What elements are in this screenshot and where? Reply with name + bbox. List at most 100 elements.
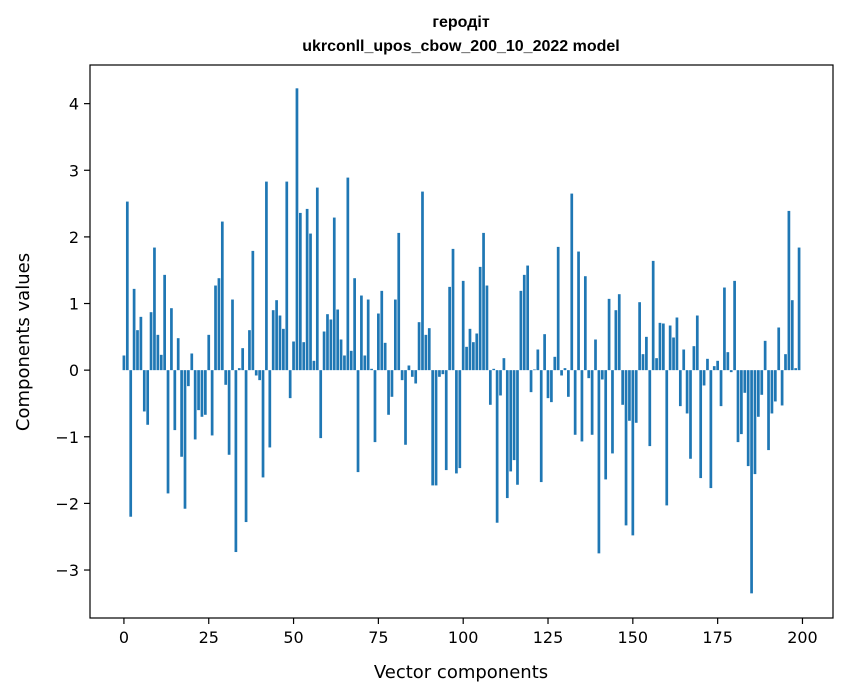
bar bbox=[132, 288, 136, 371]
bar bbox=[309, 233, 312, 371]
bar bbox=[607, 298, 611, 371]
bar bbox=[733, 280, 736, 371]
bar bbox=[509, 370, 513, 472]
bar bbox=[797, 247, 801, 371]
bar bbox=[706, 358, 709, 371]
bar bbox=[648, 370, 652, 447]
bar bbox=[153, 247, 156, 371]
bar bbox=[227, 370, 231, 455]
bar bbox=[322, 331, 326, 371]
bar bbox=[505, 370, 509, 499]
bar bbox=[455, 370, 458, 474]
bar bbox=[546, 370, 550, 399]
bar bbox=[550, 370, 553, 403]
bar bbox=[587, 370, 591, 379]
bar bbox=[777, 327, 781, 371]
x-tick-label: 25 bbox=[199, 628, 219, 647]
bar bbox=[404, 370, 407, 445]
bar bbox=[302, 342, 306, 371]
bar bbox=[197, 370, 200, 411]
x-tick-label: 150 bbox=[618, 628, 649, 647]
bar bbox=[377, 313, 380, 371]
bar bbox=[146, 370, 150, 425]
bar bbox=[709, 370, 713, 489]
bar bbox=[668, 325, 672, 371]
bar bbox=[275, 300, 278, 371]
bar bbox=[329, 319, 333, 371]
bar bbox=[417, 322, 421, 371]
bar bbox=[604, 370, 608, 480]
bar bbox=[360, 295, 363, 371]
chart-title: геродіт bbox=[432, 14, 490, 31]
bar bbox=[502, 358, 506, 371]
y-tick-label: −1 bbox=[55, 428, 79, 447]
bar bbox=[166, 370, 170, 494]
bar bbox=[343, 355, 346, 371]
bar bbox=[655, 358, 658, 371]
y-axis-label: Components values bbox=[13, 253, 34, 431]
x-tick-label: 175 bbox=[702, 628, 733, 647]
bar bbox=[465, 346, 468, 371]
bar bbox=[583, 276, 587, 371]
bar bbox=[258, 370, 261, 381]
bar bbox=[187, 370, 190, 387]
bar bbox=[468, 328, 472, 371]
bar bbox=[784, 354, 787, 371]
bar bbox=[183, 370, 187, 509]
bar bbox=[719, 370, 723, 407]
bar bbox=[353, 278, 356, 371]
bar bbox=[787, 210, 791, 371]
x-tick-label: 75 bbox=[368, 628, 388, 647]
bar bbox=[163, 274, 166, 371]
bar bbox=[556, 246, 560, 371]
bar bbox=[370, 368, 373, 371]
bar bbox=[740, 370, 743, 435]
bar bbox=[617, 294, 621, 371]
bar bbox=[485, 285, 489, 371]
bar bbox=[723, 287, 726, 371]
bar bbox=[543, 334, 546, 371]
bar bbox=[410, 370, 414, 377]
bar bbox=[136, 330, 139, 371]
bar bbox=[234, 370, 238, 553]
y-tick-label: −2 bbox=[55, 494, 79, 513]
bar bbox=[488, 370, 492, 405]
bar bbox=[478, 266, 482, 371]
bar bbox=[516, 370, 519, 485]
bar bbox=[156, 334, 160, 371]
bar bbox=[373, 370, 377, 443]
bar bbox=[567, 370, 570, 397]
x-tick-label: 50 bbox=[283, 628, 303, 647]
bar bbox=[407, 365, 411, 371]
bar bbox=[736, 370, 740, 443]
bar bbox=[217, 278, 221, 371]
bar bbox=[763, 340, 767, 371]
bar bbox=[750, 370, 753, 594]
bar bbox=[780, 370, 784, 406]
y-tick-label: 0 bbox=[69, 361, 79, 380]
bar bbox=[685, 370, 689, 414]
bar bbox=[770, 370, 774, 414]
bar bbox=[522, 274, 526, 371]
bar bbox=[220, 221, 224, 371]
bar bbox=[251, 250, 255, 371]
bar bbox=[536, 349, 540, 371]
bar bbox=[461, 280, 465, 371]
chart-subtitle: ukrconll_upos_cbow_200_10_2022 model bbox=[302, 38, 619, 55]
bar bbox=[689, 370, 692, 459]
bar bbox=[271, 310, 275, 371]
bar bbox=[757, 370, 760, 417]
bar bbox=[600, 370, 604, 380]
bar bbox=[634, 370, 638, 423]
bar bbox=[641, 354, 645, 371]
y-tick-label: 4 bbox=[69, 95, 79, 114]
bar bbox=[475, 333, 479, 371]
bar bbox=[312, 360, 316, 371]
bar bbox=[753, 370, 757, 475]
bar bbox=[122, 355, 126, 371]
bar bbox=[387, 370, 390, 415]
bar bbox=[438, 370, 441, 377]
bar bbox=[214, 285, 217, 371]
bar bbox=[193, 370, 197, 440]
